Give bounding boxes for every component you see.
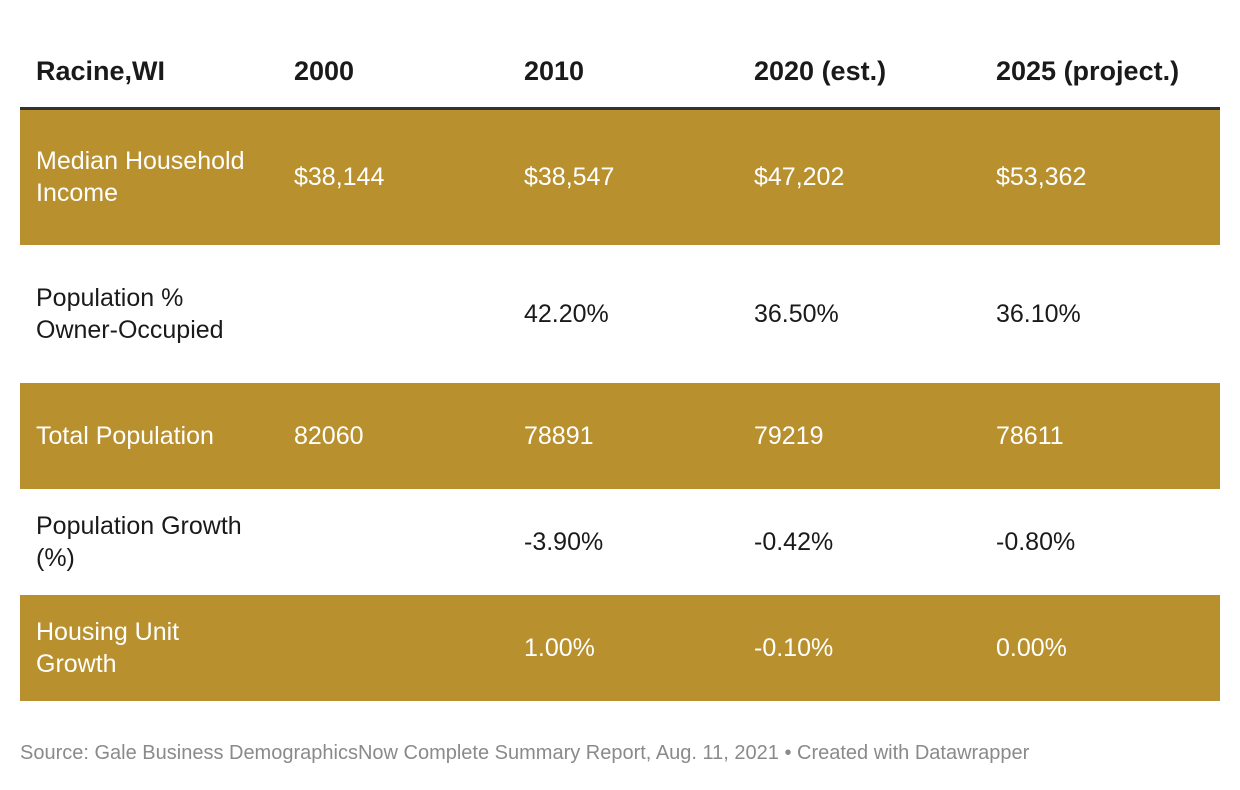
table-cell: 1.00%	[508, 595, 738, 701]
table-cell: 42.20%	[508, 245, 738, 383]
table-cell: -0.42%	[738, 489, 980, 595]
column-header-2000: 2000	[278, 36, 508, 110]
column-header-2020: 2020 (est.)	[738, 36, 980, 110]
data-table: Racine,WI 2000 2010 2020 (est.) 2025 (pr…	[20, 36, 1220, 701]
source-footer: Source: Gale Business DemographicsNow Co…	[20, 742, 1030, 764]
table-cell	[278, 245, 508, 383]
table-cell: 36.50%	[738, 245, 980, 383]
row-label: Population % Owner-Occupied	[20, 245, 278, 383]
table-cell: $53,362	[980, 108, 1220, 245]
table-body: Median Household Income $38,144 $38,547 …	[20, 108, 1220, 701]
table-row: Total Population 82060 78891 79219 78611	[20, 383, 1220, 489]
table-cell: 82060	[278, 383, 508, 489]
table-cell: $38,547	[508, 108, 738, 245]
row-label: Median Household Income	[20, 108, 278, 245]
header-row: Racine,WI 2000 2010 2020 (est.) 2025 (pr…	[20, 36, 1220, 110]
table-header: Racine,WI 2000 2010 2020 (est.) 2025 (pr…	[20, 36, 1220, 110]
table-cell: 78891	[508, 383, 738, 489]
row-label: Housing Unit Growth	[20, 595, 278, 701]
table-cell: 78611	[980, 383, 1220, 489]
table-cell	[278, 595, 508, 701]
data-table-container: Racine,WI 2000 2010 2020 (est.) 2025 (pr…	[20, 36, 1220, 701]
table-cell: -0.10%	[738, 595, 980, 701]
table-cell: $38,144	[278, 108, 508, 245]
table-cell: 0.00%	[980, 595, 1220, 701]
table-row: Median Household Income $38,144 $38,547 …	[20, 108, 1220, 245]
table-cell: $47,202	[738, 108, 980, 245]
table-cell: 79219	[738, 383, 980, 489]
column-header-2010: 2010	[508, 36, 738, 110]
table-cell: -3.90%	[508, 489, 738, 595]
table-row: Population % Owner-Occupied 42.20% 36.50…	[20, 245, 1220, 383]
table-cell: -0.80%	[980, 489, 1220, 595]
table-row: Housing Unit Growth 1.00% -0.10% 0.00%	[20, 595, 1220, 701]
table-cell: 36.10%	[980, 245, 1220, 383]
row-label: Population Growth (%)	[20, 489, 278, 595]
column-header-2025: 2025 (project.)	[980, 36, 1220, 110]
table-row: Population Growth (%) -3.90% -0.42% -0.8…	[20, 489, 1220, 595]
row-label: Total Population	[20, 383, 278, 489]
column-header-location: Racine,WI	[20, 36, 278, 110]
table-cell	[278, 489, 508, 595]
